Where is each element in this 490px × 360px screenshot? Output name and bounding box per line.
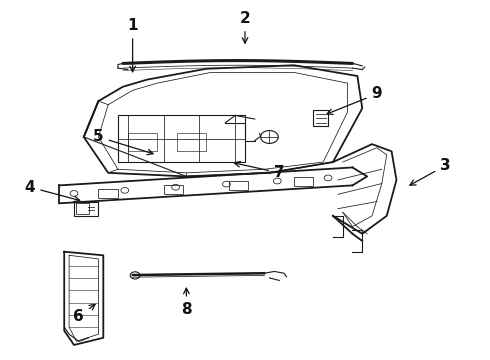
Text: 8: 8 — [181, 288, 192, 316]
Text: 9: 9 — [327, 86, 382, 114]
Text: 7: 7 — [234, 161, 285, 180]
Bar — [229, 181, 248, 190]
Text: 4: 4 — [24, 180, 80, 202]
Text: 3: 3 — [410, 158, 451, 185]
Text: 5: 5 — [93, 130, 153, 155]
Bar — [176, 134, 206, 151]
Bar — [314, 110, 328, 126]
Text: 1: 1 — [127, 18, 138, 72]
Bar — [118, 116, 245, 162]
Bar — [76, 203, 89, 214]
Bar — [294, 177, 314, 186]
Text: 2: 2 — [240, 11, 250, 43]
Bar — [128, 134, 157, 151]
Bar — [74, 202, 98, 216]
Bar — [164, 185, 183, 194]
Text: 6: 6 — [74, 305, 95, 324]
Bar — [98, 189, 118, 198]
